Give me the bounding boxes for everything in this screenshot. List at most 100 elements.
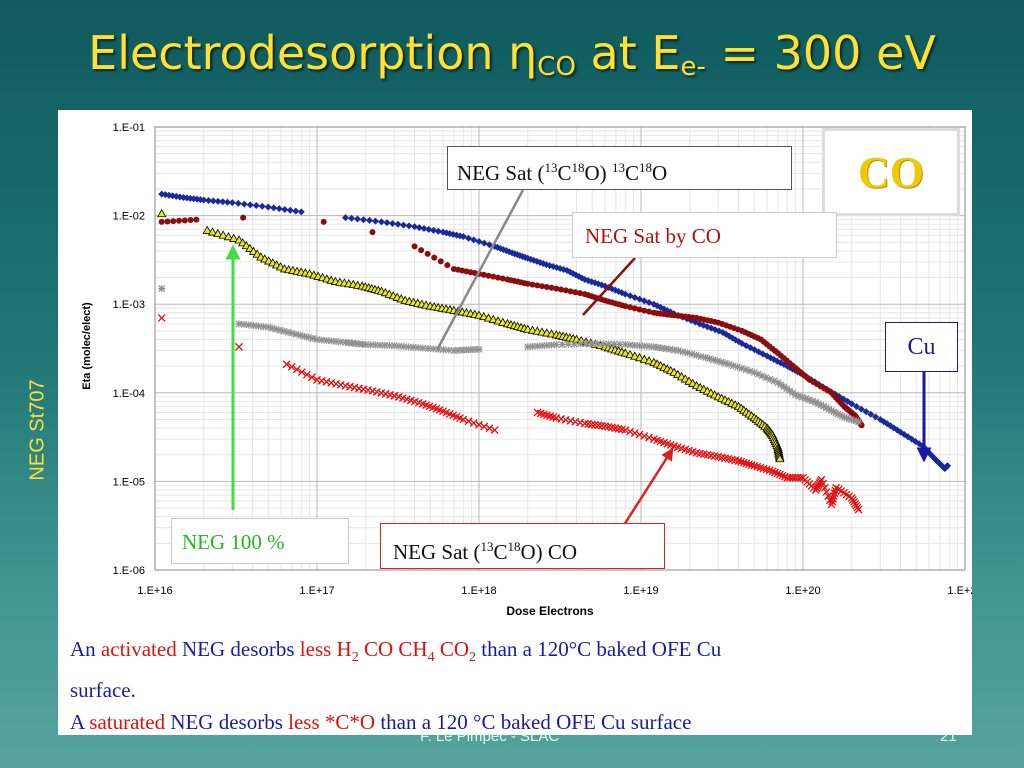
data-point	[367, 341, 375, 349]
data-point	[529, 281, 536, 288]
data-point	[827, 500, 836, 509]
data-point	[634, 353, 645, 362]
x-tick-label: 1.E+16	[137, 585, 172, 597]
data-point	[286, 206, 294, 214]
data-point	[774, 379, 782, 387]
data-point	[400, 342, 408, 350]
data-point	[766, 354, 774, 362]
data-point	[414, 344, 422, 352]
data-point	[445, 346, 453, 354]
data-point	[636, 306, 643, 313]
data-point	[717, 358, 725, 366]
data-point	[420, 225, 428, 233]
data-point	[529, 342, 537, 350]
data-point	[209, 197, 217, 205]
data-point	[190, 195, 198, 203]
data-point	[228, 199, 236, 207]
data-point	[631, 341, 639, 349]
data-point	[534, 282, 541, 289]
data-point	[530, 256, 538, 264]
data-point	[773, 469, 782, 478]
data-point	[307, 373, 316, 382]
data-point	[641, 307, 648, 314]
data-point	[564, 340, 572, 348]
tick-labels: 1.E+16 1.E+17 1.E+18 1.E+19 1.E+20 1.E+21 1.E-…	[113, 122, 972, 597]
data-point	[424, 250, 431, 257]
data-point	[235, 320, 243, 328]
data-point	[848, 400, 856, 408]
data-point	[775, 453, 785, 463]
data-point	[430, 226, 438, 234]
data-point	[605, 340, 613, 348]
data-point	[778, 471, 787, 480]
data-point	[621, 426, 630, 434]
data-point	[697, 352, 705, 360]
data-point	[342, 214, 350, 222]
data-point	[563, 267, 571, 275]
data-point	[405, 343, 413, 351]
data-point	[543, 283, 550, 290]
data-point	[572, 271, 580, 279]
data-point	[471, 345, 479, 353]
data-point	[645, 433, 654, 442]
slide-title: Electrodesorption ηCO at Ee- = 300 eV	[88, 26, 936, 82]
data-point	[786, 387, 794, 395]
data-point	[556, 265, 564, 273]
data-point	[795, 392, 803, 400]
data-point	[524, 343, 532, 351]
data-point	[562, 287, 569, 294]
data-point	[495, 274, 502, 281]
data-point	[371, 217, 379, 225]
data-point	[645, 342, 653, 350]
data-point	[287, 362, 296, 371]
data-point	[644, 356, 654, 365]
data-point	[354, 215, 362, 223]
data-point	[747, 461, 756, 469]
data-point	[235, 342, 243, 351]
data-point	[490, 426, 499, 434]
data-point	[626, 341, 634, 349]
data-point	[229, 233, 239, 242]
data-point	[581, 276, 589, 284]
data-point	[429, 345, 437, 353]
data-point	[616, 340, 624, 348]
data-point	[207, 227, 218, 236]
data-point	[758, 372, 766, 380]
data-point	[480, 271, 487, 278]
data-point	[843, 414, 851, 422]
data-point	[543, 341, 551, 349]
data-point	[783, 385, 791, 393]
data-point	[599, 340, 607, 348]
data-point	[337, 338, 345, 346]
y-tick-label: 1.E-02	[113, 211, 145, 223]
data-point	[768, 467, 777, 476]
data-point	[626, 427, 635, 436]
data-point	[845, 415, 853, 423]
data-point	[828, 497, 837, 506]
callout-neg-100: NEG 100 %	[171, 518, 349, 564]
data-point	[654, 343, 662, 351]
data-point	[777, 381, 785, 389]
data-point	[631, 305, 638, 312]
callout-neg-sat-by-co: NEG Sat by CO	[572, 212, 837, 258]
y-axis-label: Eta (molec/elect)	[81, 302, 93, 390]
data-point	[440, 346, 448, 354]
data-point	[442, 229, 450, 237]
data-point	[594, 340, 602, 348]
data-point	[284, 328, 292, 336]
data-point	[418, 247, 425, 254]
data-point	[187, 217, 194, 224]
data-point	[234, 199, 242, 207]
data-point	[480, 422, 489, 431]
data-point	[553, 285, 560, 292]
data-point	[770, 377, 778, 385]
data-point	[635, 430, 644, 439]
data-point	[400, 221, 408, 229]
data-point	[828, 407, 836, 415]
data-point	[282, 360, 291, 369]
data-point	[570, 340, 578, 348]
y-tick-label: 1.E-05	[113, 476, 145, 488]
data-point	[425, 225, 433, 233]
data-point	[533, 342, 541, 350]
data-point	[567, 288, 574, 295]
